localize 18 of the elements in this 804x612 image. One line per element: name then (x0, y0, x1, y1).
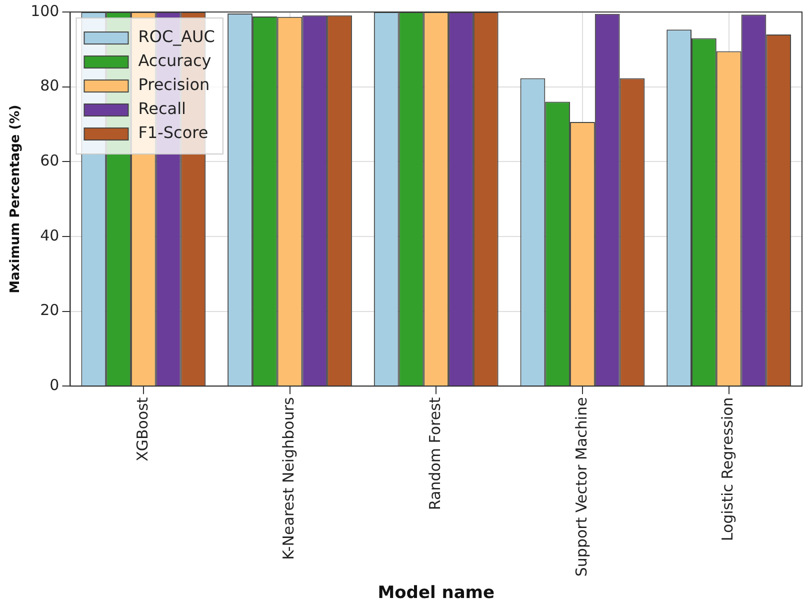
y-tick-label: 100 (30, 2, 60, 20)
x-tick-label: Random Forest (426, 397, 444, 510)
x-tick-label: Logistic Regression (718, 397, 737, 542)
legend-label: Precision (138, 75, 210, 94)
x-tick-label: XGBoost (133, 397, 152, 462)
y-tick-label: 60 (40, 152, 60, 170)
x-axis-title: Model name (378, 583, 495, 604)
y-tick-label: 20 (40, 301, 60, 320)
y-tick-label: 40 (40, 226, 60, 244)
y-tick-label: 0 (50, 376, 60, 394)
legend-label: Accuracy (138, 51, 212, 70)
legend-label: F1-Score (138, 123, 208, 142)
y-tick-label: 80 (40, 76, 60, 95)
legend-label: ROC_AUC (138, 27, 215, 46)
x-tick-label: Support Vector Machine (572, 397, 590, 577)
x-tick-label: K-Nearest Neighbours (280, 397, 298, 560)
legend-label: Recall (138, 99, 186, 118)
y-axis-title: Maximum Percentage (%) (8, 104, 24, 294)
